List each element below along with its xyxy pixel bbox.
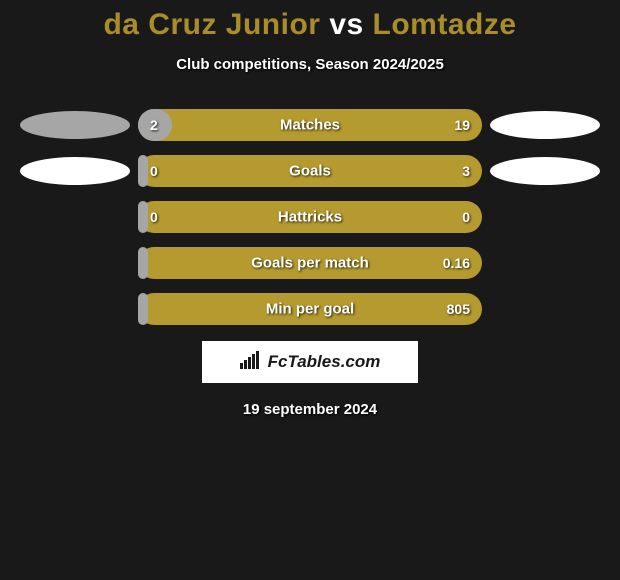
team-oval-left — [20, 157, 130, 185]
page-title: da Cruz Junior vs Lomtadze — [0, 8, 620, 42]
stat-row: 805 Min per goal — [0, 293, 620, 325]
stat-row: 0 3 Goals — [0, 155, 620, 187]
stat-bar: 805 Min per goal — [138, 293, 482, 325]
stat-row: 0 0 Hattricks — [0, 201, 620, 233]
branding-text: FcTables.com — [268, 352, 381, 372]
team-oval-right — [490, 111, 600, 139]
stat-bar: 0 0 Hattricks — [138, 201, 482, 233]
stat-bar: 0.16 Goals per match — [138, 247, 482, 279]
stat-label: Goals per match — [251, 255, 369, 272]
stat-row: 2 19 Matches — [0, 109, 620, 141]
stat-label: Matches — [280, 117, 340, 134]
stat-value-left: 2 — [150, 117, 158, 133]
bar-left-fill — [138, 201, 148, 233]
stat-value-left: 0 — [150, 163, 158, 179]
team-oval-right — [490, 157, 600, 185]
bar-left-fill — [138, 247, 148, 279]
stat-value-left: 0 — [150, 209, 158, 225]
branding-box: FcTables.com — [202, 341, 418, 383]
stat-value-right: 0.16 — [443, 255, 470, 271]
subtitle: Club competitions, Season 2024/2025 — [0, 56, 620, 73]
chart-bars-icon — [240, 351, 262, 374]
stat-value-right: 0 — [462, 209, 470, 225]
stat-label: Hattricks — [278, 209, 342, 226]
vs-separator: vs — [329, 8, 363, 41]
stat-value-right: 19 — [454, 117, 470, 133]
bar-left-fill — [138, 155, 148, 187]
date-text: 19 september 2024 — [0, 401, 620, 418]
bar-left-fill — [138, 293, 148, 325]
comparison-infographic: da Cruz Junior vs Lomtadze Club competit… — [0, 0, 620, 418]
stat-label: Goals — [289, 163, 331, 180]
team-oval-left — [20, 111, 130, 139]
stat-value-right: 3 — [462, 163, 470, 179]
stats-chart: 2 19 Matches 0 3 Goals 0 0 Hattricks 0.16 Goals pe… — [0, 109, 620, 325]
stat-label: Min per goal — [266, 301, 354, 318]
player2-name: Lomtadze — [373, 8, 517, 41]
stat-bar: 0 3 Goals — [138, 155, 482, 187]
player1-name: da Cruz Junior — [103, 8, 320, 41]
stat-bar: 2 19 Matches — [138, 109, 482, 141]
stat-value-right: 805 — [447, 301, 470, 317]
stat-row: 0.16 Goals per match — [0, 247, 620, 279]
